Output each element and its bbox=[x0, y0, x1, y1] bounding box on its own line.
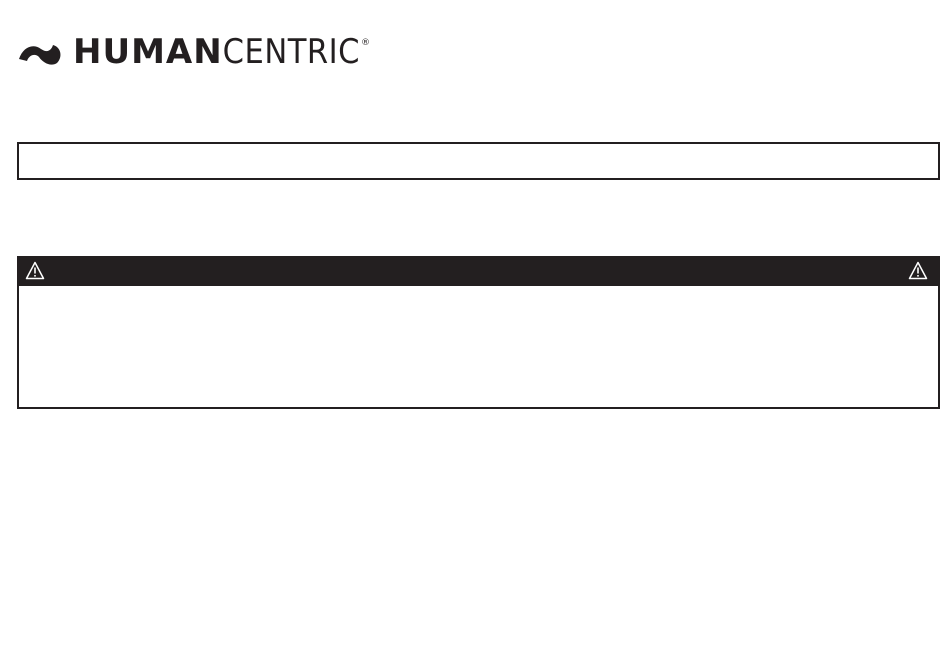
warning-triangle-icon bbox=[908, 261, 928, 280]
swoosh-logo-icon bbox=[19, 45, 61, 65]
warning-header bbox=[17, 256, 940, 286]
warning-box bbox=[17, 256, 940, 409]
brand-name-bold: HUMAN bbox=[73, 32, 223, 72]
notice-box bbox=[17, 142, 940, 180]
brand-name-light: CENTRIC bbox=[222, 32, 361, 72]
registered-mark: ® bbox=[361, 38, 371, 48]
warning-triangle-icon bbox=[25, 261, 45, 280]
brand-logo: HUMAN CENTRIC ® bbox=[17, 32, 371, 72]
